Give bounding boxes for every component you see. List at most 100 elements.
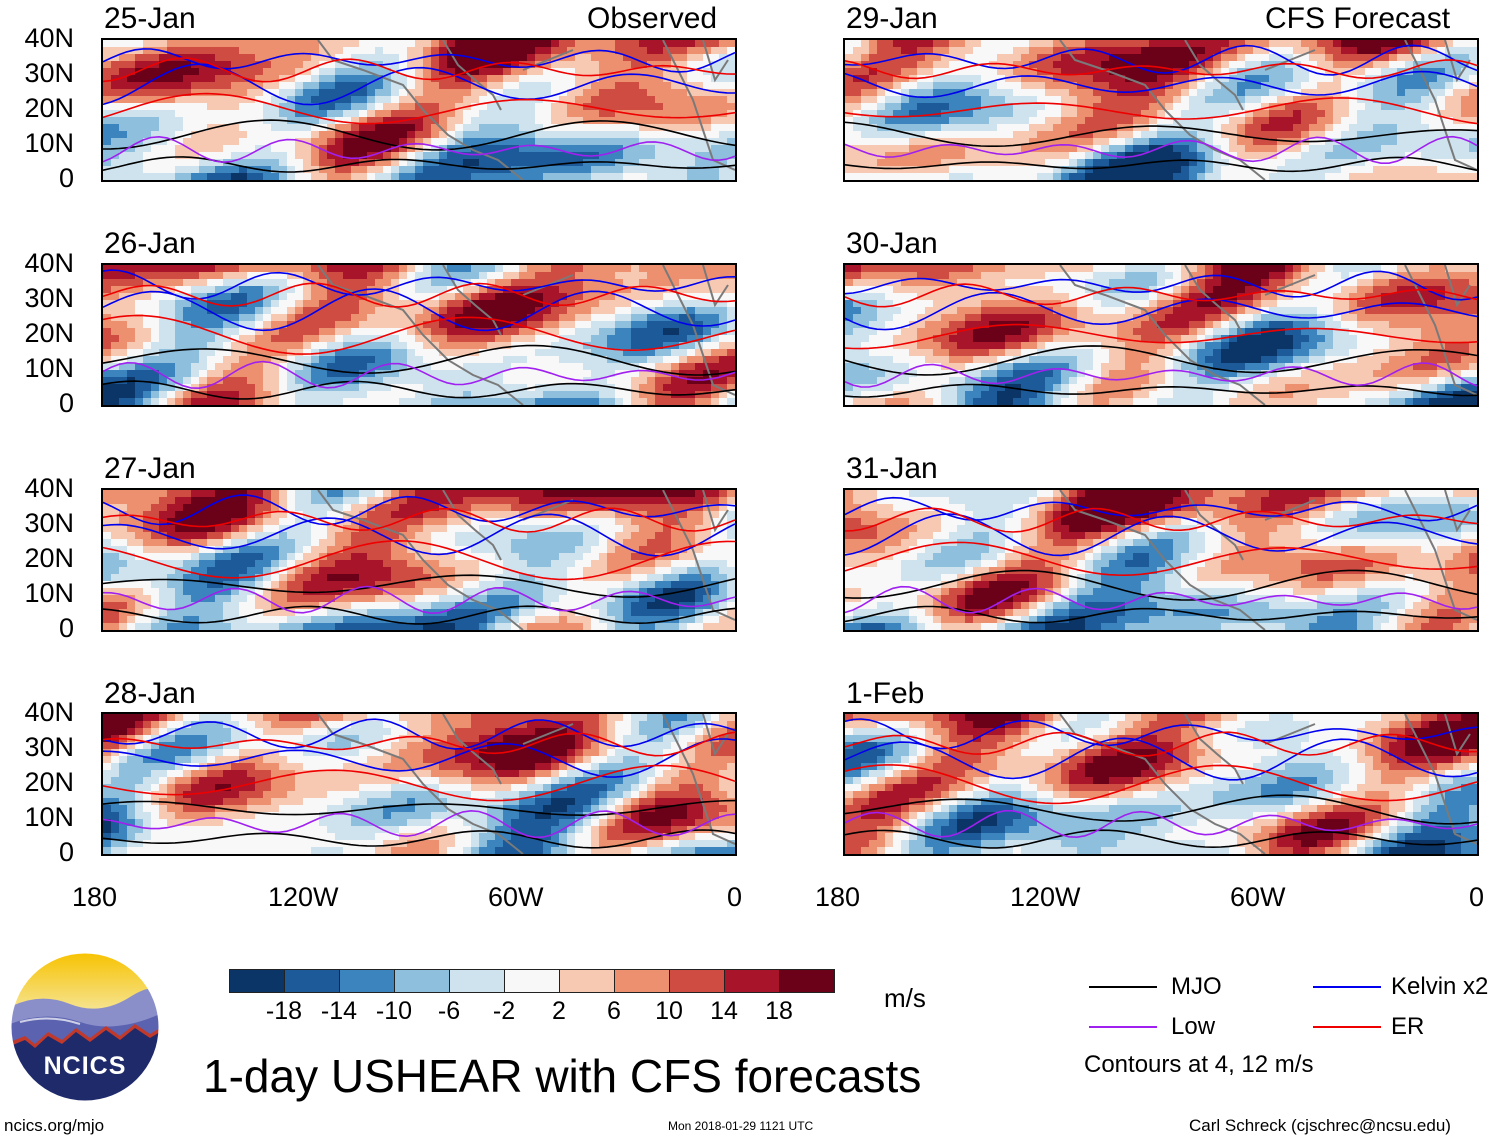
kelvin-contour xyxy=(103,288,735,332)
colorbar-swatch xyxy=(339,969,395,993)
lat-tick: 0 xyxy=(58,613,74,643)
er-contour xyxy=(103,731,735,757)
footer-timestamp: Mon 2018-01-29 1121 UTC xyxy=(668,1119,814,1133)
er-contour xyxy=(845,323,1477,350)
low-contour xyxy=(103,809,735,839)
map-panel-28-jan xyxy=(101,712,737,856)
lon-tick: 0 xyxy=(1469,882,1485,912)
observed-label: Observed xyxy=(587,2,718,35)
kelvin-contour xyxy=(103,513,735,557)
coastline xyxy=(317,490,735,630)
colorbar-label: -14 xyxy=(320,997,358,1025)
kelvin-contour xyxy=(845,70,1477,99)
panel-date: 31-Jan xyxy=(846,452,938,485)
colorbar-swatch xyxy=(669,969,725,993)
map-panel-1-feb xyxy=(843,712,1479,856)
legend-low-label: Low xyxy=(1171,1013,1216,1040)
colorbar-swatch xyxy=(559,969,615,993)
colorbar-swatch xyxy=(284,969,340,993)
panel-date: 29-Jan xyxy=(846,2,938,35)
lat-tick: 20N xyxy=(24,767,74,797)
lon-tick: 60W xyxy=(488,882,544,912)
colorbar-label: -10 xyxy=(375,997,413,1025)
lat-tick: 20N xyxy=(24,318,74,348)
er-contour xyxy=(103,57,735,83)
logo-text: NCICS xyxy=(43,1052,127,1080)
mjo-contour xyxy=(103,574,735,598)
cfs-forecast-label: CFS Forecast xyxy=(1265,2,1451,35)
coastline xyxy=(1059,714,1477,854)
mjo-contour xyxy=(845,121,1477,147)
map-panel-26-jan xyxy=(101,263,737,407)
er-contour xyxy=(103,282,735,308)
colorbar-swatch xyxy=(229,969,285,993)
lon-tick: 180 xyxy=(815,882,861,912)
lat-tick: 30N xyxy=(24,508,74,538)
main-title: 1-day USHEAR with CFS forecasts xyxy=(203,1050,922,1102)
mjo-contour xyxy=(103,829,735,849)
shading-field xyxy=(103,490,735,630)
map-panel-30-jan xyxy=(843,263,1479,407)
lat-tick: 0 xyxy=(58,163,74,193)
colorbar-swatch xyxy=(779,969,835,993)
low-contour xyxy=(103,585,735,615)
lon-tick: 120W xyxy=(268,882,339,912)
lat-tick: 30N xyxy=(24,283,74,313)
footer-author: Carl Schreck (cjschrec@ncsu.edu) xyxy=(1189,1116,1451,1135)
mjo-contour xyxy=(103,380,735,400)
colorbar-label: 10 xyxy=(655,997,683,1025)
kelvin-contour xyxy=(845,44,1477,76)
colorbar-swatch xyxy=(504,969,560,993)
er-contour xyxy=(103,507,735,533)
kelvin-contour xyxy=(103,738,735,778)
low-contour xyxy=(845,809,1477,839)
colorbar-label: -18 xyxy=(265,997,303,1025)
er-contour xyxy=(103,764,735,802)
colorbar-label: 14 xyxy=(710,997,738,1025)
lat-tick: 10N xyxy=(24,578,74,608)
low-contour xyxy=(845,135,1477,164)
lat-tick: 40N xyxy=(24,473,74,503)
mjo-contour xyxy=(845,829,1477,849)
colorbar-swatch xyxy=(724,969,780,993)
panel-date: 25-Jan xyxy=(104,2,196,35)
lon-tick: 120W xyxy=(1010,882,1081,912)
er-contour xyxy=(845,764,1477,805)
map-panel-31-jan xyxy=(843,488,1479,632)
mjo-contour xyxy=(103,799,735,817)
mjo-contour xyxy=(845,156,1477,173)
lat-tick: 10N xyxy=(24,128,74,158)
mjo-contour xyxy=(845,345,1477,376)
kelvin-contour xyxy=(103,63,735,106)
coastline xyxy=(317,714,735,854)
mjo-contour xyxy=(103,344,735,376)
legend-mjo-line xyxy=(1089,986,1157,988)
footer-url: ncics.org/mjo xyxy=(4,1116,105,1135)
ncics-logo: NCICS xyxy=(10,952,160,1102)
lat-tick: 40N xyxy=(24,697,74,727)
colorbar-label: -2 xyxy=(492,997,516,1025)
kelvin-contour xyxy=(845,513,1477,557)
mjo-contour xyxy=(103,119,735,151)
kelvin-contour xyxy=(103,718,735,750)
panel-date: 27-Jan xyxy=(104,452,196,485)
er-contour xyxy=(845,59,1477,80)
kelvin-contour xyxy=(845,496,1477,522)
legend-low-line xyxy=(1089,1026,1157,1028)
coastline xyxy=(1059,490,1477,630)
coastline xyxy=(1059,40,1477,180)
lon-tick: 0 xyxy=(727,882,743,912)
panel-date: 26-Jan xyxy=(104,227,196,260)
panel-date: 28-Jan xyxy=(104,677,196,710)
er-contour xyxy=(845,507,1477,533)
lon-tick: 180 xyxy=(72,882,118,912)
coastline xyxy=(1059,265,1477,405)
colorbar-label: 2 xyxy=(552,997,566,1025)
lat-tick: 10N xyxy=(24,802,74,832)
legend-kelvin-line xyxy=(1313,986,1381,988)
mjo-contour xyxy=(845,383,1477,398)
map-panel-25-jan xyxy=(101,38,737,182)
kelvin-contour xyxy=(103,48,735,73)
map-panel-27-jan xyxy=(101,488,737,632)
er-contour xyxy=(845,731,1477,757)
